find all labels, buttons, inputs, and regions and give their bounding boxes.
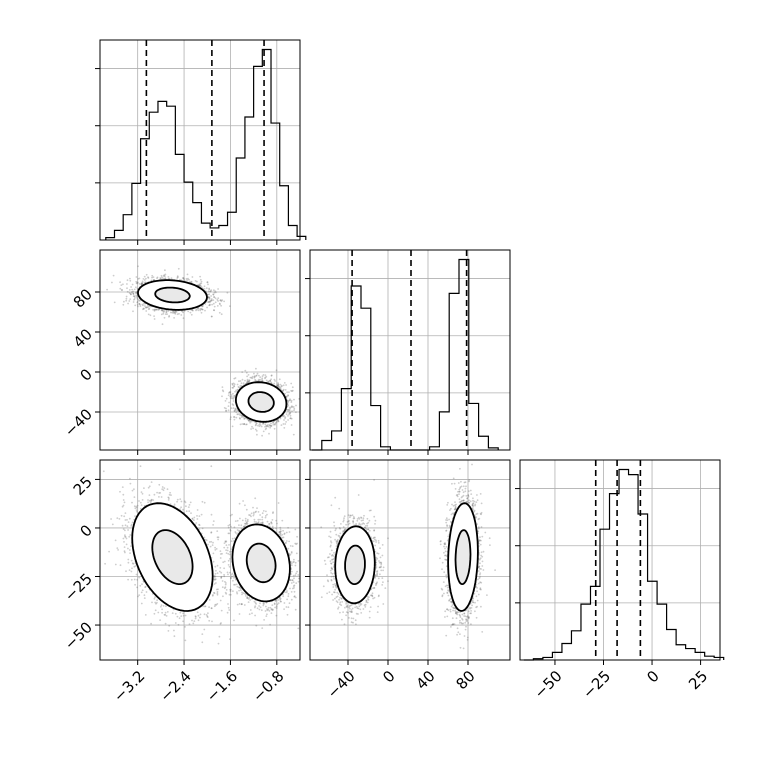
density-layer <box>310 460 510 660</box>
axes-frame <box>309 249 511 451</box>
axes-frame <box>99 249 301 451</box>
x-tick-label: 0 <box>643 667 662 686</box>
contour-line-0 <box>137 279 208 311</box>
y-tick-label: 80 <box>70 285 96 311</box>
panel-hist-1 <box>305 249 511 455</box>
histogram-steps <box>523 468 725 661</box>
x-tick-label: −2.4 <box>156 667 194 705</box>
x-tick-label: 0 <box>379 667 398 686</box>
y-tick-label: 40 <box>70 325 96 351</box>
panel-scatter-0-2 <box>95 459 301 665</box>
y-tick-label: 0 <box>77 365 96 384</box>
density-band-1 <box>246 543 276 583</box>
density-band-1 <box>345 545 365 585</box>
y-tick-label: −25 <box>61 570 96 605</box>
x-tick-label: −50 <box>531 667 566 702</box>
cluster-1 <box>439 463 496 650</box>
contour-line-0 <box>131 502 214 612</box>
axes-frame <box>309 459 511 661</box>
axes-frame <box>519 459 721 661</box>
y-tick-label: 25 <box>70 473 96 499</box>
density-band-1 <box>248 392 274 412</box>
cluster-1 <box>215 497 300 630</box>
x-tick-label: −0.8 <box>249 667 287 705</box>
contour-line-1 <box>151 529 194 585</box>
cluster-1 <box>221 367 300 437</box>
contour-line-0 <box>231 523 291 603</box>
contour-line-1 <box>344 544 366 585</box>
y-tick-label: 0 <box>77 521 96 540</box>
x-tick-label: 80 <box>453 667 479 693</box>
contour-line-1 <box>154 286 191 304</box>
contour-line-0 <box>234 381 288 423</box>
contour-line-1 <box>454 529 472 586</box>
density-layer <box>100 250 300 450</box>
contour-line-1 <box>247 391 275 413</box>
axes-frame <box>99 39 301 241</box>
x-tick-label: −1.6 <box>203 667 241 705</box>
histogram-steps <box>312 258 499 451</box>
x-tick-label: −3.2 <box>110 667 148 705</box>
cluster-0 <box>320 479 389 626</box>
panel-scatter-1-2 <box>305 459 511 665</box>
contour-line-0 <box>447 502 479 612</box>
x-tick-label: 25 <box>685 667 711 693</box>
y-tick-label: −50 <box>61 618 96 653</box>
density-band-1 <box>152 530 193 585</box>
panel-scatter-0-1 <box>95 249 301 455</box>
x-axis-labels: −3.2 −2.4 −1.6 −0.8 −40 0 40 80 −50 −25 0 25 <box>110 667 711 705</box>
density-layer <box>100 460 300 660</box>
cluster-0 <box>102 465 241 645</box>
x-tick-label: 40 <box>413 667 439 693</box>
panel-hist-0 <box>95 39 307 245</box>
contour-line-1 <box>245 542 277 584</box>
density-band-1 <box>155 287 190 303</box>
y-tick-label: −40 <box>61 405 96 440</box>
contour-line-0 <box>334 525 376 605</box>
density-band-1 <box>455 530 471 585</box>
histogram-steps <box>105 48 307 240</box>
x-tick-label: −25 <box>579 667 614 702</box>
cluster-0 <box>106 265 231 326</box>
x-tick-label: −40 <box>324 667 359 702</box>
axes-frame <box>99 459 301 661</box>
panel-hist-2 <box>515 459 725 665</box>
y-axis-labels: −40 0 40 80 −50 −25 0 25 <box>61 285 96 653</box>
